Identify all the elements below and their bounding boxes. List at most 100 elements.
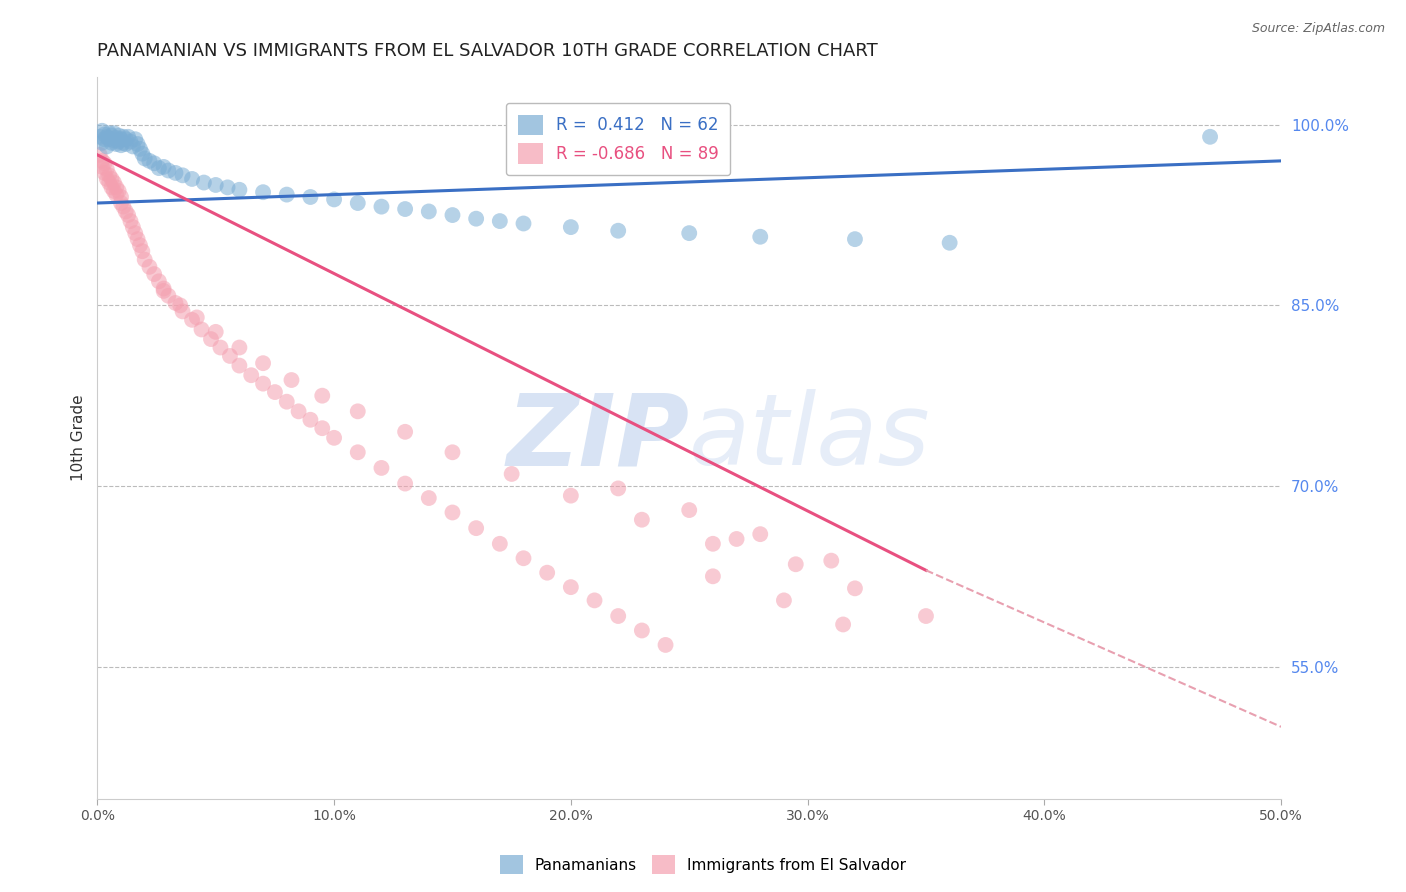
Point — [190, 322, 212, 336]
Point — [98, 126, 121, 140]
Point — [631, 624, 654, 638]
Text: ZIP: ZIP — [506, 389, 689, 486]
Point — [240, 368, 263, 383]
Point — [217, 180, 239, 194]
Point — [512, 217, 534, 231]
Point — [418, 491, 440, 505]
Point — [193, 176, 215, 190]
Point — [299, 190, 322, 204]
Point — [749, 229, 772, 244]
Point — [607, 482, 630, 496]
Point — [93, 128, 115, 142]
Point — [148, 274, 170, 288]
Point — [394, 202, 416, 216]
Point — [152, 284, 174, 298]
Point — [105, 180, 128, 194]
Point — [773, 593, 796, 607]
Point — [93, 156, 115, 170]
Point — [169, 298, 191, 312]
Point — [91, 136, 114, 150]
Point — [103, 184, 125, 198]
Point — [832, 617, 855, 632]
Point — [536, 566, 558, 580]
Point — [127, 232, 149, 246]
Point — [107, 128, 129, 143]
Point — [346, 404, 368, 418]
Point — [110, 132, 132, 146]
Point — [311, 389, 333, 403]
Point — [152, 281, 174, 295]
Point — [204, 325, 226, 339]
Point — [264, 385, 287, 400]
Text: atlas: atlas — [689, 389, 931, 486]
Point — [100, 180, 122, 194]
Point — [165, 296, 187, 310]
Point — [103, 133, 125, 147]
Point — [465, 211, 488, 226]
Point — [112, 136, 135, 150]
Point — [501, 467, 523, 481]
Point — [725, 532, 748, 546]
Point — [512, 551, 534, 566]
Legend: R =  0.412   N = 62, R = -0.686   N = 89: R = 0.412 N = 62, R = -0.686 N = 89 — [506, 103, 730, 176]
Point — [100, 128, 122, 143]
Point — [181, 313, 204, 327]
Point — [120, 214, 142, 228]
Point — [346, 445, 368, 459]
Point — [441, 445, 464, 459]
Point — [96, 162, 118, 177]
Point — [96, 129, 118, 144]
Point — [346, 196, 368, 211]
Point — [228, 341, 250, 355]
Point — [143, 156, 166, 170]
Point — [127, 136, 149, 151]
Text: Source: ZipAtlas.com: Source: ZipAtlas.com — [1251, 22, 1385, 36]
Point — [654, 638, 676, 652]
Point — [678, 503, 700, 517]
Point — [105, 187, 128, 202]
Point — [107, 184, 129, 198]
Point — [148, 161, 170, 175]
Point — [89, 148, 111, 162]
Point — [131, 146, 153, 161]
Point — [120, 135, 142, 149]
Point — [394, 476, 416, 491]
Point — [631, 513, 654, 527]
Point — [98, 132, 121, 146]
Point — [112, 129, 135, 144]
Point — [418, 204, 440, 219]
Point — [702, 537, 724, 551]
Point — [441, 506, 464, 520]
Point — [152, 160, 174, 174]
Point — [465, 521, 488, 535]
Point — [560, 580, 582, 594]
Point — [172, 304, 194, 318]
Point — [138, 153, 160, 168]
Point — [103, 176, 125, 190]
Point — [228, 183, 250, 197]
Point — [560, 489, 582, 503]
Point — [370, 461, 392, 475]
Point — [488, 214, 510, 228]
Point — [143, 267, 166, 281]
Point — [209, 341, 232, 355]
Point — [280, 373, 302, 387]
Point — [702, 569, 724, 583]
Point — [124, 132, 146, 146]
Point — [105, 131, 128, 145]
Point — [186, 310, 208, 325]
Point — [138, 260, 160, 274]
Point — [560, 220, 582, 235]
Point — [607, 224, 630, 238]
Point — [98, 169, 121, 183]
Point — [89, 129, 111, 144]
Point — [299, 413, 322, 427]
Point — [157, 289, 180, 303]
Point — [117, 208, 139, 222]
Point — [785, 558, 807, 572]
Point — [488, 537, 510, 551]
Point — [98, 176, 121, 190]
Point — [441, 208, 464, 222]
Point — [96, 172, 118, 186]
Point — [844, 232, 866, 246]
